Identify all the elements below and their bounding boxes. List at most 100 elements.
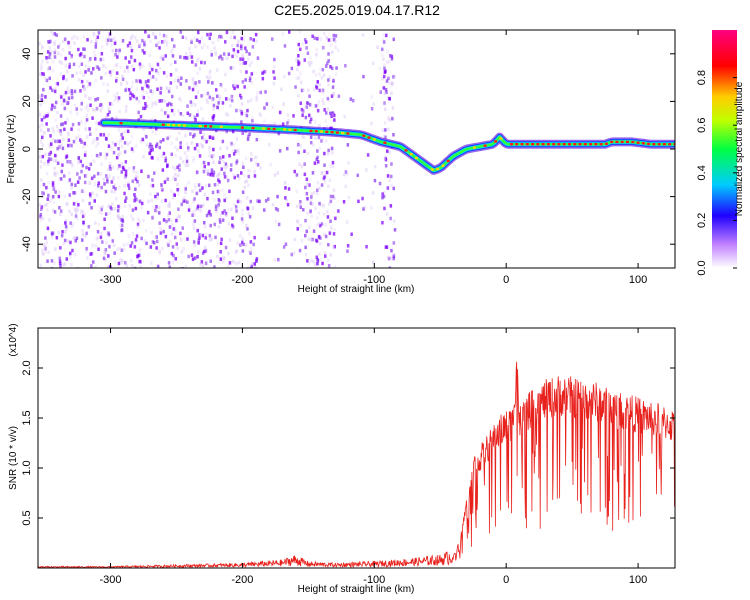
spectrogram-x-tick-label: 100 bbox=[629, 274, 647, 286]
spectrogram-speckle bbox=[91, 116, 94, 120]
spectrogram-speckle bbox=[115, 91, 119, 96]
spectrogram-ridge-core bbox=[172, 123, 176, 127]
spectrogram-speckle bbox=[307, 60, 310, 65]
spectrogram-speckle bbox=[39, 140, 43, 144]
spectrogram-speckle bbox=[242, 165, 245, 169]
spectrogram-speckle bbox=[214, 204, 218, 208]
spectrogram-speckle bbox=[223, 192, 226, 197]
spectrogram-speckle bbox=[329, 65, 332, 69]
spectrogram-speckle bbox=[320, 222, 324, 226]
spectrogram-speckle bbox=[39, 159, 43, 164]
spectrogram-speckle bbox=[191, 87, 195, 92]
spectrogram-speckle bbox=[383, 66, 386, 71]
spectrogram-speckle bbox=[150, 230, 153, 235]
spectrogram-speckle bbox=[290, 66, 294, 71]
spectrogram-speckle bbox=[199, 142, 202, 147]
spectrogram-speckle bbox=[198, 208, 201, 212]
spectrogram-speckle bbox=[42, 87, 45, 92]
spectrogram-speckle bbox=[47, 250, 51, 255]
spectrogram-speckle bbox=[111, 177, 115, 182]
spectrogram-speckle bbox=[127, 69, 130, 74]
spectrogram-speckle bbox=[171, 245, 175, 249]
spectrogram-speckle bbox=[337, 94, 341, 98]
spectrogram-speckle bbox=[45, 114, 48, 118]
spectrogram-speckle bbox=[111, 239, 114, 243]
spectrogram-speckle bbox=[332, 188, 336, 192]
spectrogram-speckle bbox=[272, 70, 275, 74]
spectrogram-speckle bbox=[201, 117, 205, 121]
spectrogram-speckle bbox=[287, 187, 291, 191]
spectrogram-speckle bbox=[222, 159, 225, 164]
spectrogram-speckle bbox=[171, 37, 174, 42]
spectrogram-speckle bbox=[41, 59, 44, 64]
spectrogram-speckle bbox=[83, 54, 86, 59]
spectrogram-speckle bbox=[128, 41, 132, 45]
spectrogram-speckle bbox=[227, 52, 231, 56]
spectrogram-speckle bbox=[49, 86, 52, 90]
spectrogram-speckle bbox=[212, 103, 216, 108]
spectrogram-speckle bbox=[382, 57, 385, 62]
spectrogram-speckle bbox=[118, 48, 121, 53]
spectrogram-speckle bbox=[164, 34, 168, 38]
spectrogram-speckle bbox=[74, 201, 78, 205]
spectrogram-ridge-core bbox=[568, 143, 571, 146]
spectrogram-speckle bbox=[53, 42, 56, 46]
spectrogram-speckle bbox=[92, 67, 95, 71]
spectrogram-speckle bbox=[293, 169, 296, 174]
spectrogram-speckle bbox=[211, 136, 215, 140]
spectrogram-speckle bbox=[229, 104, 232, 108]
spectrogram-speckle bbox=[386, 49, 389, 54]
spectrogram-speckle bbox=[318, 186, 321, 191]
spectrogram-speckle bbox=[134, 177, 138, 181]
spectrogram-speckle bbox=[308, 94, 311, 98]
spectrogram-speckle bbox=[224, 40, 227, 44]
spectrogram-speckle bbox=[165, 219, 168, 224]
spectrogram-speckle bbox=[61, 47, 65, 52]
spectrogram-speckle bbox=[192, 156, 196, 160]
spectrogram-speckle bbox=[125, 105, 128, 109]
spectrogram-speckle bbox=[120, 161, 123, 166]
spectrogram-speckle bbox=[312, 259, 315, 264]
spectrogram-speckle bbox=[89, 252, 92, 256]
spectrogram-speckle bbox=[315, 73, 318, 77]
spectrogram-speckle bbox=[47, 157, 51, 161]
spectrogram-speckle bbox=[125, 81, 129, 85]
spectrogram-speckle bbox=[168, 135, 172, 139]
spectrogram-ridge-core bbox=[309, 129, 313, 133]
spectrogram-speckle bbox=[386, 255, 390, 260]
spectrogram-speckle bbox=[240, 36, 243, 41]
spectrogram-speckle bbox=[136, 254, 139, 259]
spectrogram-speckle bbox=[382, 33, 386, 37]
spectrogram-speckle bbox=[349, 97, 353, 101]
spectrogram-speckle bbox=[46, 50, 50, 54]
spectrogram-speckle bbox=[390, 81, 394, 86]
spectrogram-speckle bbox=[75, 71, 78, 75]
spectrogram-speckle bbox=[66, 86, 70, 90]
spectrogram-speckle bbox=[107, 254, 110, 258]
spectrogram-speckle bbox=[307, 237, 311, 241]
spectrogram-speckle bbox=[42, 72, 45, 76]
spectrogram-speckle bbox=[168, 201, 171, 205]
spectrogram-speckle bbox=[172, 176, 175, 180]
spectrogram-speckle bbox=[193, 36, 197, 40]
spectrogram-ridge-core bbox=[330, 131, 334, 134]
spectrogram-speckle bbox=[39, 214, 42, 219]
spectrogram-speckle bbox=[316, 35, 320, 39]
colorbar: 0.00.20.40.60.8 Normalized spectral ampl… bbox=[696, 30, 745, 276]
spectrogram-speckle bbox=[46, 197, 49, 201]
spectrogram-speckle bbox=[54, 171, 57, 175]
spectrogram-speckle bbox=[46, 259, 49, 263]
spectrogram-speckle bbox=[187, 254, 190, 259]
spectrogram-speckle bbox=[186, 148, 190, 152]
spectrogram-speckle bbox=[285, 199, 288, 203]
spectrogram-speckle bbox=[382, 86, 386, 90]
spectrogram-speckle bbox=[186, 104, 189, 108]
spectrogram-speckle bbox=[112, 93, 116, 98]
spectrogram-speckle bbox=[237, 39, 240, 43]
spectrogram-speckle bbox=[208, 70, 211, 75]
spectrogram-speckle bbox=[299, 71, 302, 75]
spectrogram-speckle bbox=[242, 61, 246, 65]
spectrogram-speckle bbox=[216, 241, 220, 246]
spectrogram-speckle bbox=[172, 112, 176, 116]
spectrogram-speckle bbox=[223, 209, 226, 213]
